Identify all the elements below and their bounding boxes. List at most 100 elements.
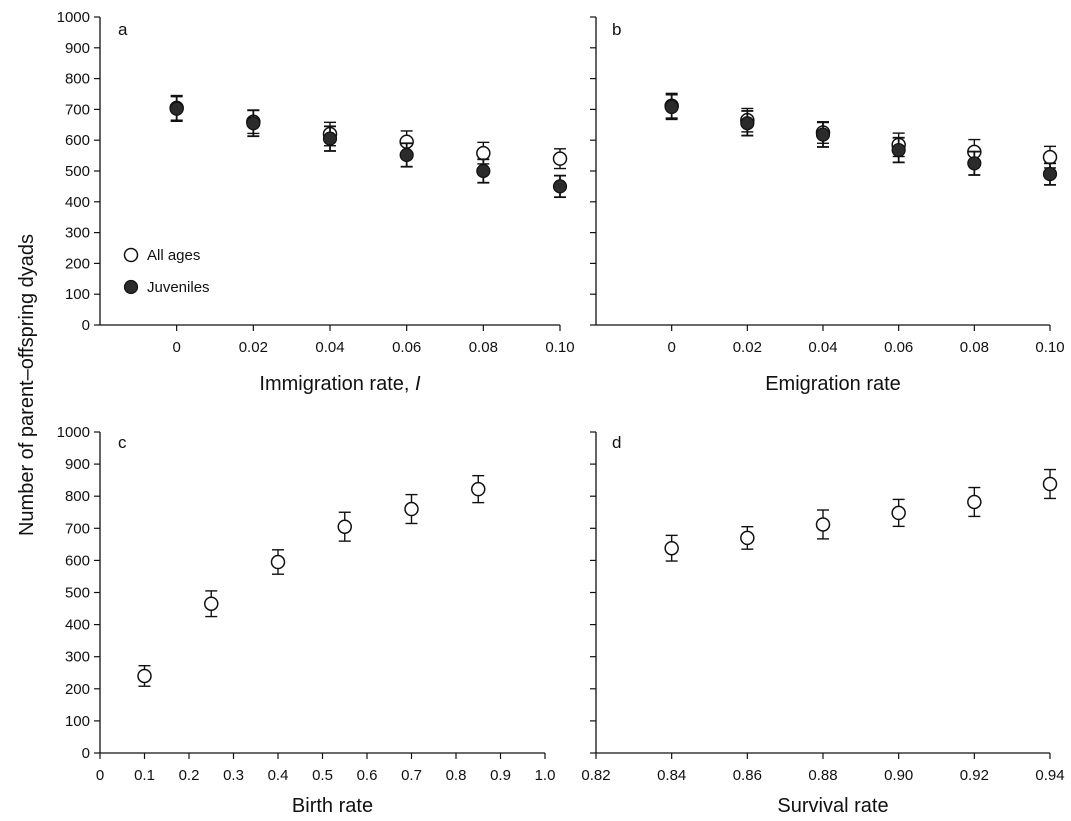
data-point-filled	[1042, 166, 1058, 182]
panel-a: 0 100 200 300 400 500 600 700 800 900 1000 0 0.02 0.0…	[57, 9, 575, 395]
y-tick-label: 0	[82, 745, 90, 762]
series-all-ages	[169, 94, 568, 170]
y-tick-label: 300	[65, 649, 90, 666]
x-tick-label: 0.04	[315, 339, 344, 356]
y-axis-label: Number of parent–offspring dyads	[16, 234, 38, 536]
panel-label: d	[612, 433, 621, 452]
x-axis-label-text: Birth rate	[292, 795, 373, 817]
y-tick-label: 1000	[57, 9, 90, 26]
x-tick-label: 0.82	[581, 767, 610, 784]
x-tick-label: 0.5	[312, 767, 333, 784]
data-point-open	[1042, 149, 1058, 165]
data-point-open	[967, 494, 982, 510]
y-tick-label: 600	[65, 132, 90, 149]
data-point-open	[137, 668, 152, 684]
data-point-open	[204, 596, 219, 611]
x-axis-label-text: Immigration rate,	[259, 373, 415, 395]
data-point-open	[471, 481, 486, 497]
panel-label: a	[118, 20, 128, 39]
x-tick-label: 0.7	[401, 767, 422, 784]
y-tick-label: 700	[65, 101, 90, 118]
y-tick-label: 700	[65, 520, 90, 537]
x-tick-label: 0.10	[545, 339, 574, 356]
x-axis-label: Emigration rate	[765, 373, 901, 395]
x-tick-label: 0.94	[1035, 767, 1064, 784]
data-point-open	[1042, 476, 1058, 492]
legend-marker-filled	[123, 279, 139, 295]
y-tick-label: 200	[65, 681, 90, 698]
data-point-open	[270, 554, 286, 570]
x-tick-label: 0.88	[808, 767, 837, 784]
x-tick-label: 0.04	[808, 339, 837, 356]
x-tick-label: 0.86	[733, 767, 762, 784]
data-point-filled	[552, 179, 568, 194]
data-point-open	[815, 517, 831, 532]
data-point-filled	[740, 116, 755, 131]
series-all-ages	[664, 468, 1058, 562]
x-tick-label: 0.02	[733, 339, 762, 356]
legend-label-all-ages: All ages	[147, 247, 200, 264]
x-axis-label-italic: I	[415, 373, 421, 395]
panel-b: 0 0.02 0.04 0.06 0.08 0.10 Emigration rate b	[590, 16, 1065, 395]
y-tick-label: 900	[65, 456, 90, 473]
y-tick-label: 900	[65, 40, 90, 57]
x-axis-label: Birth rate	[292, 795, 373, 817]
y-tick-label: 200	[65, 255, 90, 272]
series-all-ages	[664, 92, 1058, 169]
series-juveniles	[169, 95, 568, 199]
x-axis-label-text: Survival rate	[777, 795, 888, 817]
data-point-filled	[322, 131, 338, 146]
series-juveniles	[664, 93, 1058, 186]
panel-label: b	[612, 20, 621, 39]
data-point-filled	[169, 101, 184, 116]
x-tick-label: 1.0	[535, 767, 556, 784]
y-tick-label: 600	[65, 552, 90, 569]
x-tick-label: 0.06	[392, 339, 421, 356]
data-point-open	[891, 505, 906, 521]
y-tick-label: 400	[65, 194, 90, 211]
x-tick-label: 0.10	[1035, 339, 1064, 356]
y-tick-label: 500	[65, 163, 90, 180]
y-tick-label: 100	[65, 713, 90, 730]
y-tick-label: 400	[65, 617, 90, 634]
data-point-filled	[246, 116, 261, 131]
data-point-filled	[967, 156, 982, 171]
y-tick-label: 800	[65, 71, 90, 88]
x-tick-label: 0.2	[179, 767, 200, 784]
data-point-filled	[891, 142, 906, 158]
legend: All ages Juveniles	[123, 247, 210, 296]
x-tick-label: 0.08	[960, 339, 989, 356]
legend-marker-open	[123, 247, 139, 263]
data-point-open	[740, 530, 755, 546]
x-tick-label: 0	[96, 767, 104, 784]
panel-d: 0.82 0.84 0.86 0.88 0.90 0.92 0.94 Survival rat…	[581, 431, 1065, 817]
panel-c: 0 100 200 300 400 500 600 700 800 900 1000 0 0.1 0.2 0…	[57, 424, 556, 817]
x-tick-label: 0	[172, 339, 180, 356]
y-tick-label: 500	[65, 585, 90, 602]
x-tick-label: 0.4	[268, 767, 289, 784]
data-point-filled	[815, 127, 831, 142]
x-axis-label: Survival rate	[777, 795, 888, 817]
series-all-ages	[137, 474, 486, 687]
x-tick-label: 0.6	[357, 767, 378, 784]
x-axis-label: Immigration rate, I	[259, 373, 421, 395]
data-point-open	[337, 519, 352, 534]
x-tick-label: 0.8	[446, 767, 467, 784]
x-tick-label: 0.06	[884, 339, 913, 356]
y-tick-label: 0	[82, 317, 90, 334]
legend-label-juveniles: Juveniles	[147, 279, 210, 296]
data-point-filled	[399, 147, 414, 163]
x-tick-label: 0.92	[960, 767, 989, 784]
x-tick-label: 0.90	[884, 767, 913, 784]
x-tick-label: 0.84	[657, 767, 686, 784]
data-point-open	[476, 145, 491, 161]
x-tick-label: 0.02	[239, 339, 268, 356]
y-tick-label: 800	[65, 488, 90, 505]
x-tick-label: 0.1	[134, 767, 155, 784]
x-tick-label: 0.9	[490, 767, 511, 784]
x-tick-label: 0.3	[223, 767, 244, 784]
data-point-filled	[664, 99, 679, 115]
y-tick-label: 1000	[57, 424, 90, 441]
data-point-open	[552, 151, 568, 166]
